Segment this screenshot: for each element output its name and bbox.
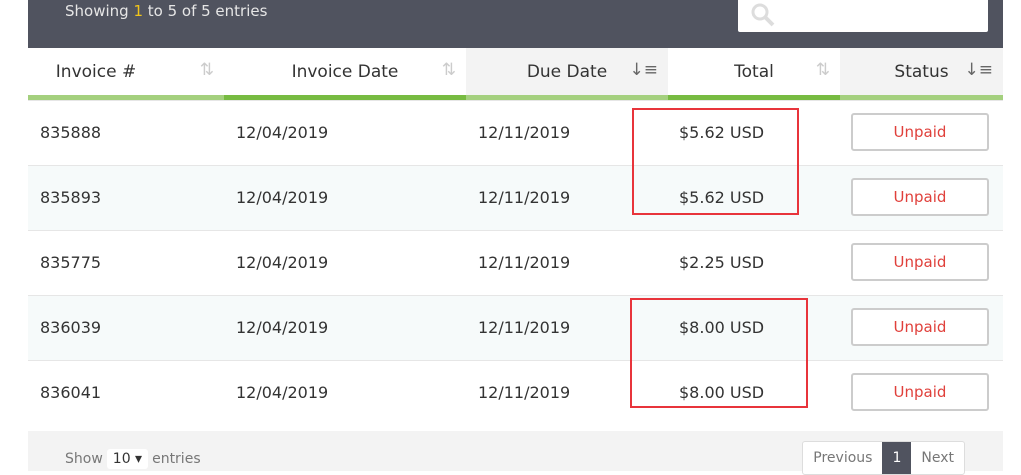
due-date: 12/11/2019 bbox=[478, 188, 571, 207]
due-date: 12/11/2019 bbox=[478, 383, 571, 402]
table-row: 836041 12/04/2019 12/11/2019 $8.00 USD U… bbox=[28, 360, 1003, 425]
page-length-select[interactable]: 10 ▾ bbox=[106, 449, 149, 469]
status-badge[interactable]: Unpaid bbox=[851, 178, 989, 216]
previous-button[interactable]: Previous bbox=[813, 450, 873, 466]
invoice-number[interactable]: 835775 bbox=[40, 253, 102, 272]
sort-icon: ⇅ bbox=[441, 60, 456, 80]
table-row: 835888 12/04/2019 12/11/2019 $5.62 USD U… bbox=[28, 100, 1003, 165]
table-toolbar: Showing 1 to 5 of 5 entries bbox=[28, 0, 1003, 48]
total: $5.62 USD bbox=[679, 188, 765, 207]
invoice-date: 12/04/2019 bbox=[236, 123, 329, 142]
due-date: 12/11/2019 bbox=[478, 123, 571, 142]
column-due-date[interactable]: Due Date ↓≡ bbox=[466, 48, 668, 100]
column-status[interactable]: Status ↓≡ bbox=[840, 48, 1003, 100]
total: $2.25 USD bbox=[679, 253, 765, 272]
invoice-date: 12/04/2019 bbox=[236, 253, 329, 272]
highlight-box bbox=[632, 108, 799, 215]
sort-icon: ⇅ bbox=[199, 60, 214, 80]
entries-info: Showing 1 to 5 of 5 entries bbox=[65, 2, 268, 20]
invoice-number[interactable]: 835888 bbox=[40, 123, 102, 142]
search-input[interactable] bbox=[738, 0, 988, 32]
sort-icon: ⇅ bbox=[815, 60, 830, 80]
column-invoice-date[interactable]: Invoice Date ⇅ bbox=[224, 48, 466, 100]
invoice-number[interactable]: 836039 bbox=[40, 318, 102, 337]
due-date: 12/11/2019 bbox=[478, 253, 571, 272]
status-badge[interactable]: Unpaid bbox=[851, 308, 989, 346]
invoice-date: 12/04/2019 bbox=[236, 318, 329, 337]
total: $8.00 USD bbox=[679, 383, 765, 402]
sort-asc-icon: ↓≡ bbox=[629, 60, 659, 80]
invoice-date: 12/04/2019 bbox=[236, 383, 329, 402]
sort-desc-icon: ↓≡ bbox=[964, 60, 994, 80]
total: $5.62 USD bbox=[679, 123, 765, 142]
status-badge[interactable]: Unpaid bbox=[851, 243, 989, 281]
invoice-date: 12/04/2019 bbox=[236, 188, 329, 207]
table-row: 835775 12/04/2019 12/11/2019 $2.25 USD U… bbox=[28, 230, 1003, 295]
status-badge[interactable]: Unpaid bbox=[851, 373, 989, 411]
column-total[interactable]: Total ⇅ bbox=[668, 48, 840, 100]
next-button[interactable]: Next bbox=[921, 450, 954, 466]
table-footer: Show 10 ▾ entries Previous 1 Next bbox=[28, 431, 1003, 475]
page-1-button[interactable]: 1 bbox=[882, 442, 912, 474]
status-badge[interactable]: Unpaid bbox=[851, 113, 989, 151]
highlight-box bbox=[630, 298, 808, 408]
column-invoice[interactable]: Invoice # ⇅ bbox=[28, 48, 224, 100]
total: $8.00 USD bbox=[679, 318, 765, 337]
pagination: Previous 1 Next bbox=[802, 441, 965, 475]
table-row: 836039 12/04/2019 12/11/2019 $8.00 USD U… bbox=[28, 295, 1003, 360]
invoice-number[interactable]: 835893 bbox=[40, 188, 102, 207]
table-header: Invoice # ⇅ Invoice Date ⇅ Due Date ↓≡ Tota… bbox=[28, 48, 1003, 100]
due-date: 12/11/2019 bbox=[478, 318, 571, 337]
search-icon bbox=[751, 3, 775, 27]
invoice-number[interactable]: 836041 bbox=[40, 383, 102, 402]
table-row: 835893 12/04/2019 12/11/2019 $5.62 USD U… bbox=[28, 165, 1003, 230]
